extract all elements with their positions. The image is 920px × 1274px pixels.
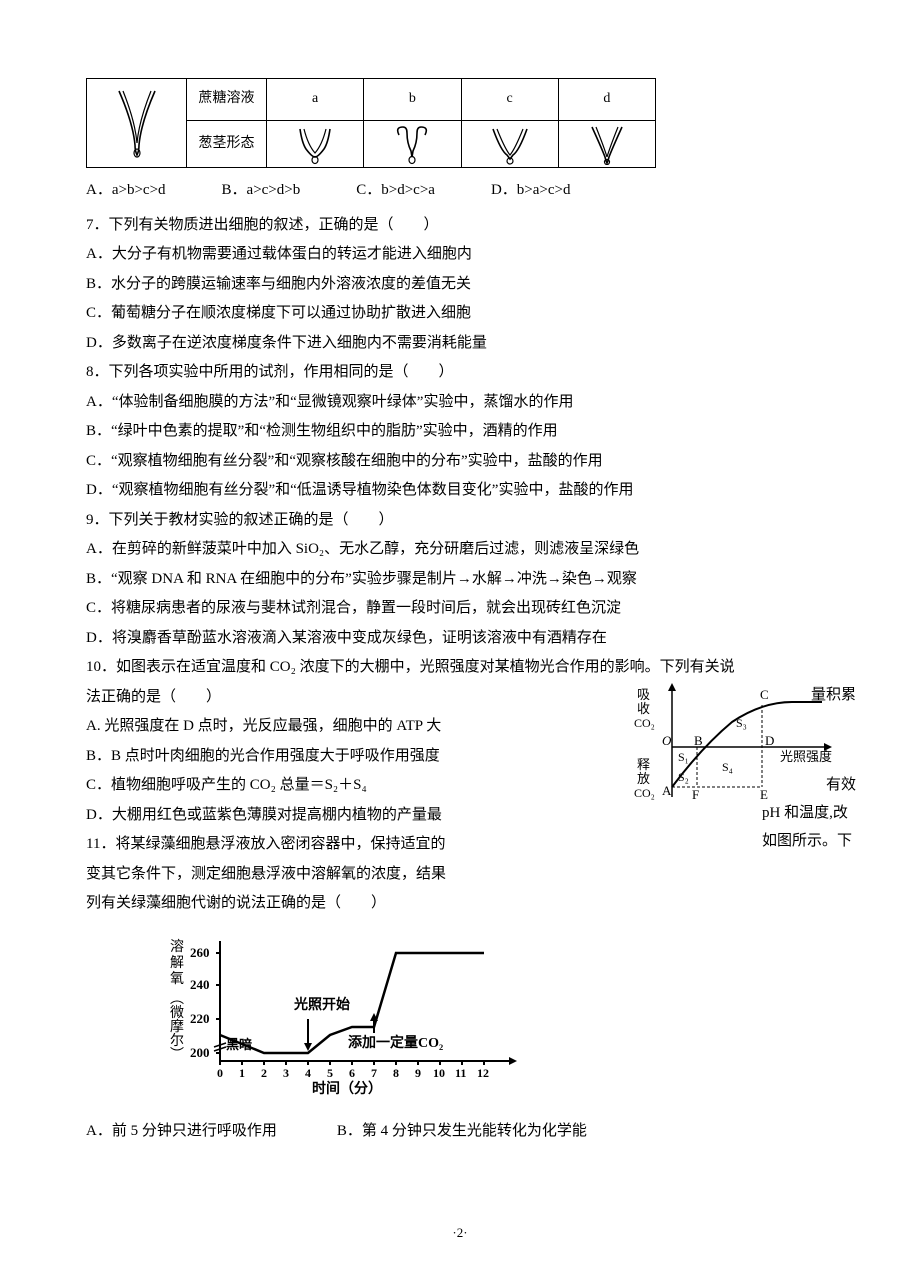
- q11-stem1-left: 11．将某绿藻细胞悬浮液放入密闭容器中，保持适宜的: [86, 836, 445, 852]
- svg-text:S₃: S₃: [736, 716, 747, 730]
- q11-stem1: 11．将某绿藻细胞悬浮液放入密闭容器中，保持适宜的: [86, 830, 834, 859]
- svg-text:S₂: S₂: [678, 770, 689, 784]
- q11-opt-b: B．第 4 分钟只发生光能转化为化学能: [337, 1117, 587, 1146]
- col-a: a: [267, 79, 364, 121]
- svg-text:A: A: [662, 783, 672, 798]
- q8-stem: 8．下列各项实验中所用的试剂，作用相同的是（ ）: [86, 358, 834, 387]
- svg-text:D: D: [765, 733, 774, 748]
- svg-text:摩: 摩: [170, 1018, 184, 1035]
- svg-text:11: 11: [455, 1066, 466, 1080]
- q6-opt-c: C．b>d>c>a: [356, 176, 435, 205]
- svg-text:4: 4: [305, 1066, 311, 1080]
- q8-opt-b: B．“绿叶中色素的提取”和“检测生物组织中的脂肪”实验中，酒精的作用: [86, 417, 834, 446]
- svg-text:微: 微: [170, 1005, 184, 1021]
- q11-stem3: 列有关绿藻细胞代谢的说法正确的是（ ）: [86, 889, 834, 918]
- col-b: b: [364, 79, 461, 121]
- q10-figure: 吸 收 CO₂ 释 放 CO₂ O A B C D E F S₁ S₂ S₃ S…: [632, 677, 842, 817]
- q6-opt-a: A．a>b>c>d: [86, 176, 166, 205]
- row-label-shape: 葱茎形态: [187, 121, 267, 168]
- q11-opt-a: A．前 5 分钟只进行呼吸作用: [86, 1117, 277, 1146]
- q11-stem2-right: 如图所示。下: [762, 827, 882, 856]
- svg-text:释: 释: [637, 757, 650, 772]
- svg-text:CO₂: CO₂: [634, 786, 655, 800]
- svg-text:8: 8: [393, 1066, 399, 1080]
- svg-text:6: 6: [349, 1066, 355, 1080]
- q9-options: A．在剪碎的新鲜菠菜叶中加入 SiO₂、无水乙醇，充分研磨后过滤，则滤液呈深绿色…: [86, 535, 834, 652]
- svg-text:时间（分）: 时间（分）: [312, 1080, 382, 1097]
- q6-opt-d: D．b>a>c>d: [491, 176, 571, 205]
- table-ref-shape: [87, 79, 187, 168]
- q9-opt-b: B．“观察 DNA 和 RNA 在细胞中的分布”实验步骤是制片→水解→冲洗→染色…: [86, 565, 834, 594]
- svg-text:12: 12: [477, 1066, 489, 1080]
- q6-opt-b: B．a>c>d>b: [222, 176, 301, 205]
- svg-text:9: 9: [415, 1066, 421, 1080]
- q8-opt-a: A．“体验制备细胞膜的方法”和“显微镜观察叶绿体”实验中，蒸馏水的作用: [86, 388, 834, 417]
- svg-text:氧: 氧: [170, 971, 184, 987]
- svg-text:B: B: [694, 733, 703, 748]
- q9-opt-a: A．在剪碎的新鲜菠菜叶中加入 SiO₂、无水乙醇，充分研磨后过滤，则滤液呈深绿色: [86, 535, 834, 564]
- shape-d: [558, 121, 655, 168]
- svg-text:光照开始: 光照开始: [293, 996, 350, 1013]
- svg-text:︵: ︵: [170, 992, 184, 1007]
- svg-text:︶: ︶: [170, 1047, 184, 1063]
- q7-opt-a: A．大分子有机物需要通过载体蛋白的转运才能进入细胞内: [86, 240, 834, 269]
- q11-figure: 溶解 氧 ︵微 摩尔︶ 200 220 240 260 012345678910…: [162, 931, 542, 1101]
- q8-opt-d: D．“观察植物细胞有丝分裂”和“低温诱导植物染色体数目变化”实验中，盐酸的作用: [86, 476, 834, 505]
- svg-text:2: 2: [261, 1066, 267, 1080]
- q6-options: A．a>b>c>d B．a>c>d>b C．b>d>c>a D．b>a>c>d: [86, 176, 834, 205]
- svg-text:220: 220: [190, 1011, 210, 1026]
- q8-opt-c: C．“观察植物细胞有丝分裂”和“观察核酸在细胞中的分布”实验中，盐酸的作用: [86, 447, 834, 476]
- q9-stem: 9．下列关于教材实验的叙述正确的是（ ）: [86, 506, 834, 535]
- q7-opt-d: D．多数离子在逆浓度梯度条件下进入细胞内不需要消耗能量: [86, 329, 834, 358]
- q11-stem1-right: pH 和温度,改: [762, 799, 882, 828]
- q7-opt-b: B．水分子的跨膜运输速率与细胞内外溶液浓度的差值无关: [86, 270, 834, 299]
- svg-text:吸: 吸: [637, 687, 650, 702]
- svg-text:240: 240: [190, 977, 210, 992]
- svg-text:解: 解: [170, 955, 184, 971]
- shape-a: [267, 121, 364, 168]
- shape-b: [364, 121, 461, 168]
- svg-text:0: 0: [217, 1066, 223, 1080]
- svg-text:CO₂: CO₂: [634, 716, 655, 730]
- shape-c: [461, 121, 558, 168]
- svg-text:黑暗: 黑暗: [226, 1037, 252, 1052]
- x-axis-label: 光照强度: [780, 749, 832, 764]
- svg-text:5: 5: [327, 1066, 333, 1080]
- q11-stem2: 变其它条件下，测定细胞悬浮液中溶解氧的浓度，结果: [86, 860, 834, 889]
- row-label-solution: 蔗糖溶液: [187, 79, 267, 121]
- q10-block: 10．如图表示在适宜温度和 CO₂ 浓度下的大棚中，光照强度对某植物光合作用的影…: [86, 653, 834, 918]
- svg-text:S₁: S₁: [678, 750, 689, 764]
- col-d: d: [558, 79, 655, 121]
- svg-text:放: 放: [637, 771, 650, 786]
- q7-opt-c: C．葡萄糖分子在顺浓度梯度下可以通过协助扩散进入细胞: [86, 299, 834, 328]
- svg-text:添加一定量CO₂: 添加一定量CO₂: [348, 1034, 443, 1051]
- page-number: ·2·: [0, 1221, 920, 1246]
- svg-text:1: 1: [239, 1066, 245, 1080]
- svg-text:溶: 溶: [170, 939, 184, 955]
- onion-shape-table: 蔗糖溶液 a b c d 葱茎形态: [86, 78, 656, 168]
- q8-options: A．“体验制备细胞膜的方法”和“显微镜观察叶绿体”实验中，蒸馏水的作用 B．“绿…: [86, 388, 834, 505]
- svg-text:10: 10: [433, 1066, 445, 1080]
- svg-text:尔: 尔: [170, 1033, 184, 1049]
- q7-stem: 7．下列有关物质进出细胞的叙述，正确的是（ ）: [86, 211, 834, 240]
- q9-opt-c: C．将糖尿病患者的尿液与斐林试剂混合，静置一段时间后，就会出现砖红色沉淀: [86, 594, 834, 623]
- col-c: c: [461, 79, 558, 121]
- svg-text:260: 260: [190, 945, 210, 960]
- svg-text:收: 收: [637, 701, 650, 716]
- q11-stem2-left: 变其它条件下，测定细胞悬浮液中溶解氧的浓度，结果: [86, 866, 446, 882]
- q9-opt-d: D．将溴麝香草酚蓝水溶液滴入某溶液中变成灰绿色，证明该溶液中有酒精存在: [86, 624, 834, 653]
- svg-text:200: 200: [190, 1045, 210, 1060]
- q11-options: A．前 5 分钟只进行呼吸作用 B．第 4 分钟只发生光能转化为化学能: [86, 1117, 834, 1146]
- q7-options: A．大分子有机物需要通过载体蛋白的转运才能进入细胞内 B．水分子的跨膜运输速率与…: [86, 240, 834, 357]
- svg-text:7: 7: [371, 1066, 377, 1080]
- svg-text:3: 3: [283, 1066, 289, 1080]
- svg-text:S₄: S₄: [722, 760, 733, 774]
- svg-text:C: C: [760, 687, 769, 702]
- svg-text:F: F: [692, 787, 699, 802]
- svg-text:O: O: [662, 733, 672, 748]
